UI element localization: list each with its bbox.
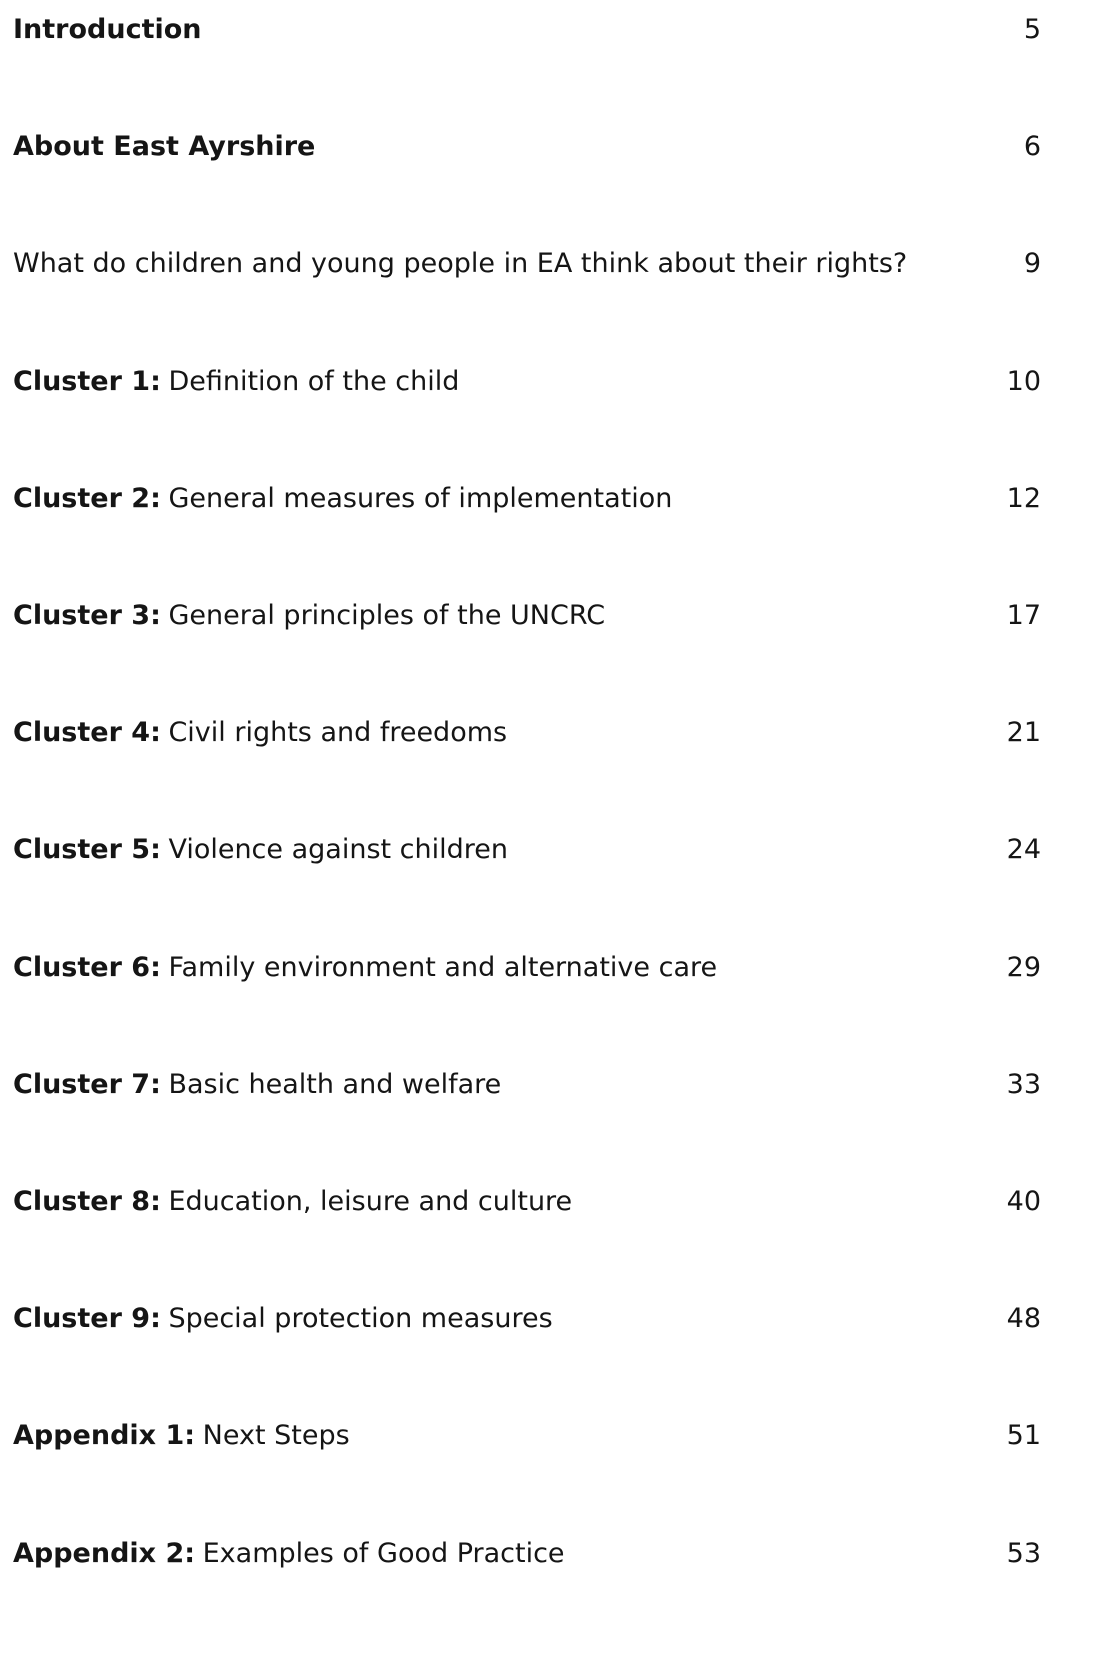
entry-title: General principles of the UNCRC — [168, 600, 606, 631]
entry-heading: Cluster 7: — [13, 1068, 161, 1100]
toc-entry: Cluster 6: Family environment and alterna… — [13, 948, 1041, 988]
page-number: 24 — [1006, 834, 1041, 866]
entry-heading: Cluster 5: — [13, 834, 161, 866]
toc-entry: Appendix 1: Next Steps 51 — [13, 1416, 1041, 1456]
page-number: 40 — [1006, 1186, 1041, 1217]
toc-entry: What do children and young people in EA … — [13, 244, 1041, 284]
entry-title: Education, leisure and culture — [168, 1186, 573, 1217]
toc-entry: Appendix 2: Examples of Good Practice 53 — [13, 1534, 1041, 1574]
entry-heading: Cluster 9: — [13, 1303, 161, 1335]
entry-title: Next Steps — [202, 1420, 350, 1452]
toc-entry: Cluster 3: General principles of the UNCR… — [13, 596, 1041, 636]
entry-heading: Cluster 6: — [13, 951, 161, 983]
entry-heading: Cluster 2: — [13, 482, 161, 514]
toc-entry: Cluster 7: Basic health and welfare 33 — [13, 1065, 1041, 1105]
entry-heading: Appendix 2: — [13, 1537, 196, 1569]
toc-entry: Cluster 8: Education, leisure and culture… — [13, 1182, 1041, 1222]
entry-title: Definition of the child — [168, 365, 460, 397]
entry-title: Civil rights and freedoms — [168, 717, 508, 749]
entry-heading: Appendix 1: — [13, 1420, 196, 1452]
entry-title: Violence against children — [168, 834, 509, 866]
entry-heading: Cluster 4: — [13, 717, 161, 749]
toc-entry: Cluster 9: Special protection measures 48 — [13, 1299, 1041, 1339]
page-number: 48 — [1006, 1303, 1041, 1335]
entry-heading: Cluster 1: — [13, 365, 161, 397]
page-number: 17 — [1006, 600, 1041, 631]
page-number: 33 — [1006, 1068, 1041, 1100]
page-number: 9 — [1023, 248, 1041, 280]
toc-entry: Cluster 4: Civil rights and freedoms 21 — [13, 713, 1041, 753]
entry-heading: Cluster 8: — [13, 1186, 161, 1217]
entry-title: Examples of Good Practice — [202, 1537, 565, 1569]
entry-heading: About East Ayrshire — [13, 131, 316, 163]
page-number: 6 — [1023, 131, 1041, 163]
toc-entry: About East Ayrshire 6 — [13, 127, 1041, 167]
page-number: 51 — [1006, 1420, 1041, 1452]
page-number: 12 — [1006, 482, 1041, 514]
page-number: 21 — [1006, 717, 1041, 749]
toc-entry: Cluster 2: General measures of implementa… — [13, 479, 1041, 519]
toc-entry: Cluster 5: Violence against children 24 — [13, 830, 1041, 870]
toc-entry: Cluster 1: Definition of the child 10 — [13, 362, 1041, 402]
entry-title: General measures of implementation — [168, 482, 673, 514]
page-number: 10 — [1006, 365, 1041, 397]
page-number: 53 — [1006, 1537, 1041, 1569]
toc-entry: Introduction 5 — [13, 10, 1041, 50]
entry-title: Basic health and welfare — [168, 1068, 502, 1100]
page-number: 5 — [1023, 14, 1041, 45]
entry-heading: Introduction — [13, 14, 202, 45]
entry-title: Special protection measures — [168, 1303, 553, 1335]
entry-heading: Cluster 3: — [13, 600, 161, 631]
entry-title: What do children and young people in EA … — [13, 248, 908, 280]
entry-title: Family environment and alternative care — [168, 951, 718, 983]
page-number: 29 — [1006, 951, 1041, 983]
